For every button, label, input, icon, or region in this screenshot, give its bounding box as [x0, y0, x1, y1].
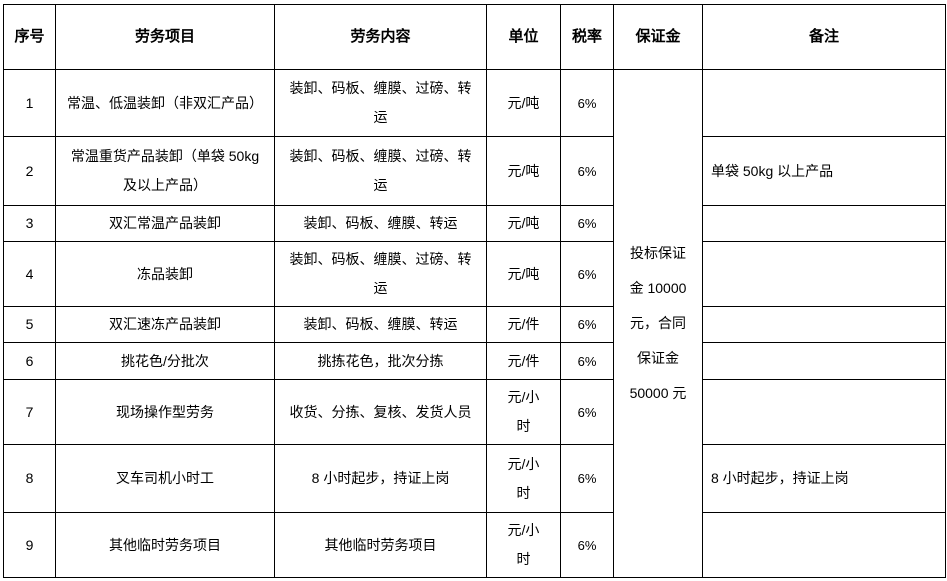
- header-deposit: 保证金: [613, 4, 703, 70]
- table-row: 1 常温、低温装卸（非双汇产品） 装卸、码板、缠膜、过磅、转运 元/吨 6% 投…: [3, 69, 946, 578]
- cell-labor-project: 现场操作型劳务: [55, 379, 275, 445]
- cell-tax-rate: 6%: [560, 342, 614, 380]
- cell-labor-project: 双汇常温产品装卸: [55, 205, 275, 242]
- cell-tax-rate: 6%: [560, 205, 614, 242]
- cell-labor-project: 冻品装卸: [55, 241, 275, 307]
- cell-tax-rate: 6%: [560, 306, 614, 343]
- cell-remark: [702, 205, 946, 242]
- cell-serial-number: 5: [3, 306, 56, 343]
- header-remark: 备注: [702, 4, 946, 70]
- cell-remark: [702, 306, 946, 343]
- cell-unit: 元/吨: [486, 241, 561, 307]
- table-row: 9 其他临时劳务项目 其他临时劳务项目 元/小时 6%: [3, 512, 946, 578]
- labor-services-table: 序号 劳务项目 劳务内容 单位 税率 保证金 备注 1 常温、低温装卸（非双汇产…: [3, 4, 946, 578]
- cell-unit: 元/小时: [486, 512, 561, 578]
- cell-unit: 元/件: [486, 306, 561, 343]
- cell-serial-number: 4: [3, 241, 56, 307]
- header-serial-number: 序号: [3, 4, 56, 70]
- cell-labor-content: 8 小时起步，持证上岗: [274, 444, 487, 513]
- cell-labor-project: 叉车司机小时工: [55, 444, 275, 513]
- cell-tax-rate: 6%: [560, 136, 614, 206]
- cell-unit: 元/吨: [486, 136, 561, 206]
- table-row: 5 双汇速冻产品装卸 装卸、码板、缠膜、转运 元/件 6%: [3, 306, 946, 343]
- cell-serial-number: 2: [3, 136, 56, 206]
- cell-labor-content: 装卸、码板、缠膜、转运: [274, 306, 487, 343]
- cell-serial-number: 9: [3, 512, 56, 578]
- cell-remark: [702, 512, 946, 578]
- cell-labor-content: 装卸、码板、缠膜、转运: [274, 205, 487, 242]
- cell-labor-content: 装卸、码板、缠膜、过磅、转运: [274, 241, 487, 307]
- cell-tax-rate: 6%: [560, 241, 614, 307]
- table-row: 4 冻品装卸 装卸、码板、缠膜、过磅、转运 元/吨 6%: [3, 241, 946, 307]
- cell-unit: 元/件: [486, 342, 561, 380]
- table-row: 6 挑花色/分批次 挑拣花色，批次分拣 元/件 6%: [3, 342, 946, 380]
- header-unit: 单位: [486, 4, 561, 70]
- header-row: 序号 劳务项目 劳务内容 单位 税率 保证金 备注: [3, 4, 946, 70]
- table-row: 2 常温重货产品装卸（单袋 50kg 及以上产品） 装卸、码板、缠膜、过磅、转运…: [3, 136, 946, 206]
- table-row: 3 双汇常温产品装卸 装卸、码板、缠膜、转运 元/吨 6%: [3, 205, 946, 242]
- cell-remark: [702, 379, 946, 445]
- cell-labor-project: 其他临时劳务项目: [55, 512, 275, 578]
- cell-unit: 元/吨: [486, 205, 561, 242]
- cell-unit: 元/小时: [486, 444, 561, 513]
- cell-remark: 单袋 50kg 以上产品: [702, 136, 946, 206]
- cell-labor-project: 常温重货产品装卸（单袋 50kg 及以上产品）: [55, 136, 275, 206]
- header-labor-content: 劳务内容: [274, 4, 487, 70]
- cell-labor-project: 双汇速冻产品装卸: [55, 306, 275, 343]
- cell-serial-number: 3: [3, 205, 56, 242]
- cell-tax-rate: 6%: [560, 444, 614, 513]
- cell-labor-content: 挑拣花色，批次分拣: [274, 342, 487, 380]
- cell-tax-rate: 6%: [560, 512, 614, 578]
- cell-tax-rate: 6%: [560, 379, 614, 445]
- cell-serial-number: 7: [3, 379, 56, 445]
- table-row: 8 叉车司机小时工 8 小时起步，持证上岗 元/小时 6% 8 小时起步，持证上…: [3, 444, 946, 513]
- cell-labor-content: 装卸、码板、缠膜、过磅、转运: [274, 69, 487, 137]
- cell-remark: [702, 69, 946, 137]
- cell-serial-number: 8: [3, 444, 56, 513]
- cell-remark: [702, 342, 946, 380]
- cell-serial-number: 1: [3, 69, 56, 137]
- cell-unit: 元/吨: [486, 69, 561, 137]
- cell-labor-project: 挑花色/分批次: [55, 342, 275, 380]
- cell-labor-content: 装卸、码板、缠膜、过磅、转运: [274, 136, 487, 206]
- header-labor-project: 劳务项目: [55, 4, 275, 70]
- cell-labor-project: 常温、低温装卸（非双汇产品）: [55, 69, 275, 137]
- cell-unit: 元/小时: [486, 379, 561, 445]
- cell-labor-content: 收货、分拣、复核、发货人员: [274, 379, 487, 445]
- header-tax-rate: 税率: [560, 4, 614, 70]
- cell-remark: 8 小时起步，持证上岗: [702, 444, 946, 513]
- cell-deposit-merged: 投标保证金 10000 元，合同保证金 50000 元: [613, 69, 703, 578]
- table-row: 7 现场操作型劳务 收货、分拣、复核、发货人员 元/小时 6%: [3, 379, 946, 445]
- table-body: 1 常温、低温装卸（非双汇产品） 装卸、码板、缠膜、过磅、转运 元/吨 6% 投…: [3, 69, 946, 578]
- cell-remark: [702, 241, 946, 307]
- cell-labor-content: 其他临时劳务项目: [274, 512, 487, 578]
- cell-serial-number: 6: [3, 342, 56, 380]
- cell-tax-rate: 6%: [560, 69, 614, 137]
